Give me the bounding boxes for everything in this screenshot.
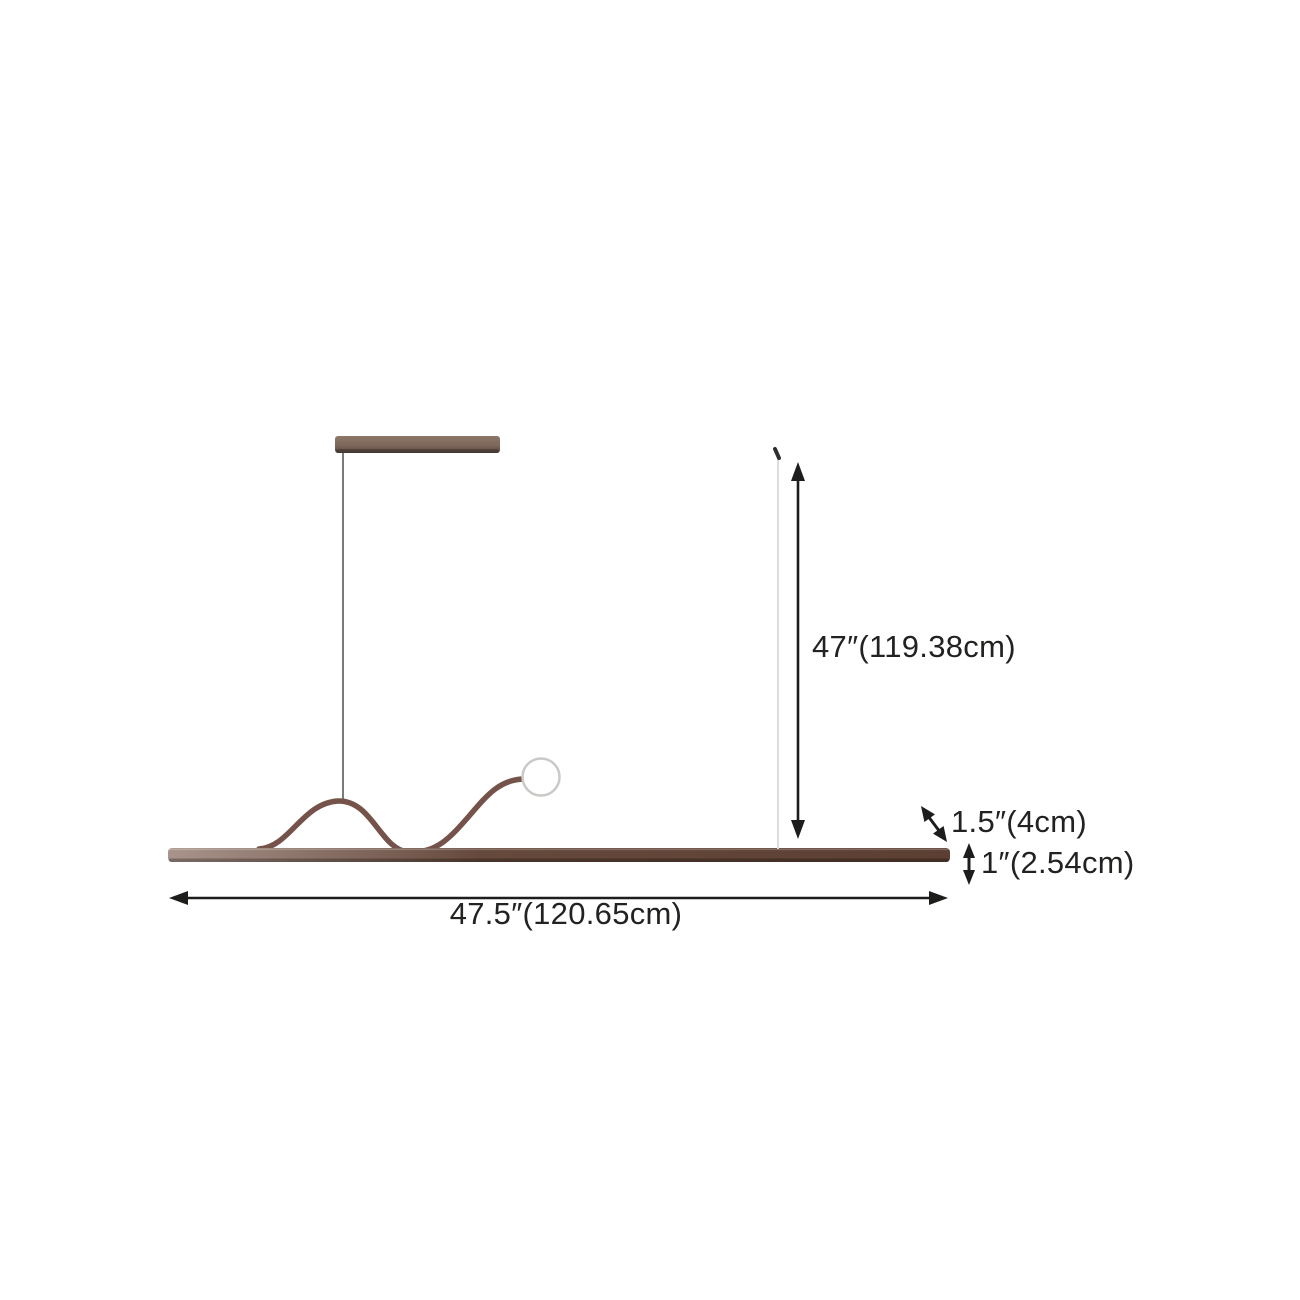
light-bar xyxy=(168,848,950,862)
canopy-bottom-shadow xyxy=(336,449,499,453)
height-dimension-label: 47″(119.38cm) xyxy=(812,629,1016,664)
depth-dimension-label: 1.5″(4cm) xyxy=(951,804,1087,839)
height-arrow-head-up xyxy=(791,462,805,481)
depth-arrow-head-upleft xyxy=(921,806,935,822)
depth-arrow-head-downright xyxy=(933,826,947,842)
width-dimension-arrow xyxy=(169,891,948,905)
ceiling-canopy xyxy=(335,436,500,453)
light-bar-body xyxy=(168,848,950,862)
height-leader xyxy=(773,447,781,849)
height-arrow-head-down xyxy=(791,820,805,839)
bulb xyxy=(521,757,561,797)
width-dimension-label: 47.5″(120.65cm) xyxy=(449,896,683,931)
width-arrow-head-left xyxy=(169,891,188,905)
depth-arrow-shaft xyxy=(926,815,942,833)
thickness-dimension-arrow xyxy=(963,843,975,885)
decorative-cord xyxy=(256,776,526,855)
canopy-bar xyxy=(335,436,500,453)
light-bar-top-highlight xyxy=(169,848,949,851)
thickness-arrow-head-down xyxy=(963,870,975,885)
leader-tick xyxy=(773,447,781,460)
thickness-dimension-label: 1″(2.54cm) xyxy=(981,845,1135,880)
depth-dimension-arrow xyxy=(921,806,947,842)
thickness-arrow-head-up xyxy=(963,843,975,858)
light-bar-bottom-shadow xyxy=(169,858,949,862)
width-arrow-head-right xyxy=(929,891,948,905)
height-dimension-arrow xyxy=(791,462,805,839)
